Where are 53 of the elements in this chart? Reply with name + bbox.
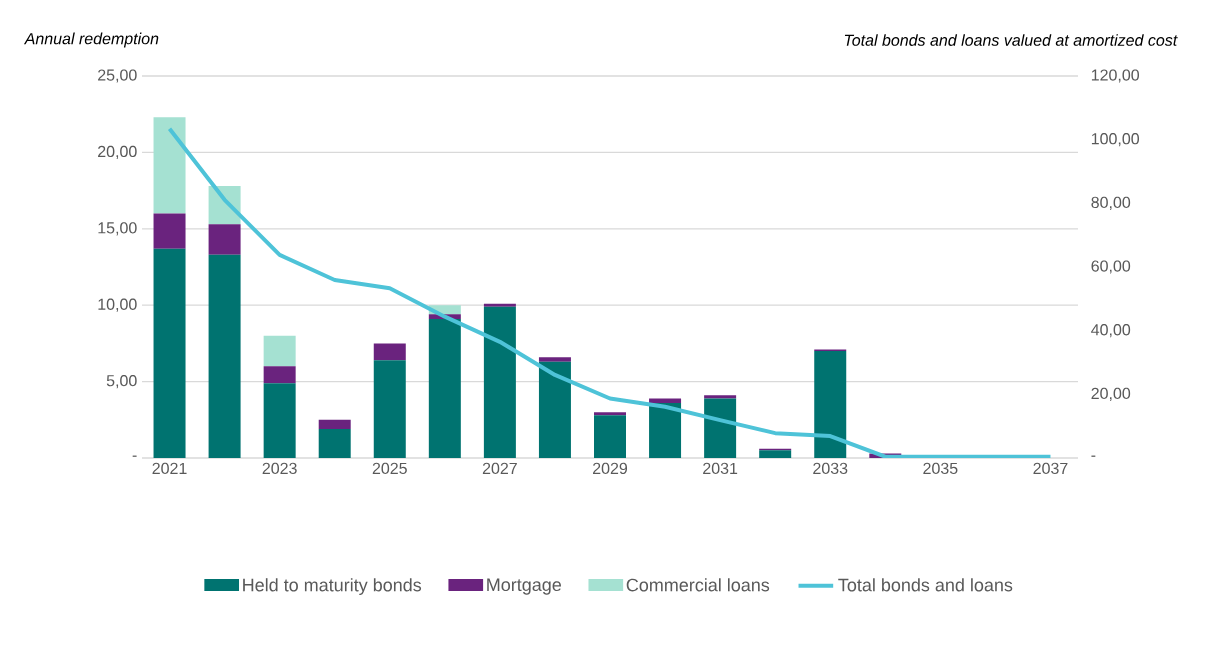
bar [594, 415, 626, 458]
x-tick-label: 2037 [1033, 462, 1068, 475]
y2-tick-label: 40,00 [1091, 324, 1131, 338]
y-tick-label: 20,00 [98, 145, 137, 160]
legend-label: Total bonds and loans [838, 578, 1013, 592]
y-tick-label: 5,00 [106, 375, 137, 389]
bar [594, 412, 626, 416]
y2-tick-label: 120,00 [1091, 69, 1140, 83]
bar [263, 335, 296, 367]
bar [649, 402, 682, 458]
y2-tick-label: 20,00 [1091, 387, 1131, 401]
x-tick-label: 2031 [703, 462, 738, 475]
y-tick-label: 15,00 [98, 222, 137, 236]
y2-tick-label: - [1091, 455, 1096, 457]
y2-tick-label: 60,00 [1091, 260, 1131, 274]
bar [318, 428, 351, 458]
bar [814, 351, 847, 458]
bar [704, 398, 737, 458]
bar [704, 395, 737, 399]
bar [483, 303, 516, 307]
legend-label: Commercial loans [626, 578, 770, 592]
legend-label: Mortgage [487, 578, 562, 595]
bar [153, 117, 186, 214]
x-tick-label: 2027 [482, 462, 517, 475]
y-tick-label: 10,00 [98, 298, 137, 312]
bar [263, 366, 296, 384]
x-tick-label: 2029 [593, 462, 628, 475]
y-axis-title: Annual redemption [23, 32, 159, 48]
y2-axis-title: Total bonds and loans valued at amortized cost [844, 34, 1178, 46]
bar [373, 343, 406, 361]
x-tick-label: 2025 [372, 462, 407, 475]
bar [153, 248, 186, 458]
y-tick-label: 25,00 [98, 69, 137, 83]
bar [318, 419, 351, 429]
x-tick-label: 2021 [152, 462, 187, 475]
x-tick-label: 2023 [262, 462, 297, 475]
y2-tick-label: 100,00 [1091, 133, 1140, 147]
bar [153, 213, 186, 249]
bar [759, 450, 792, 458]
y2-tick-label: 80,00 [1091, 196, 1131, 210]
x-tick-label: 2033 [813, 462, 848, 475]
legend-label: Held to maturity bonds [243, 578, 422, 595]
bar [208, 254, 241, 458]
bar [428, 318, 461, 458]
bar [263, 383, 296, 458]
bar [538, 357, 571, 362]
bar [483, 306, 516, 458]
x-tick-label: 2035 [923, 462, 958, 475]
y-tick-label: - [132, 455, 137, 457]
bar [538, 361, 571, 458]
bar [208, 224, 241, 255]
bar [649, 398, 682, 403]
bar [373, 360, 406, 458]
